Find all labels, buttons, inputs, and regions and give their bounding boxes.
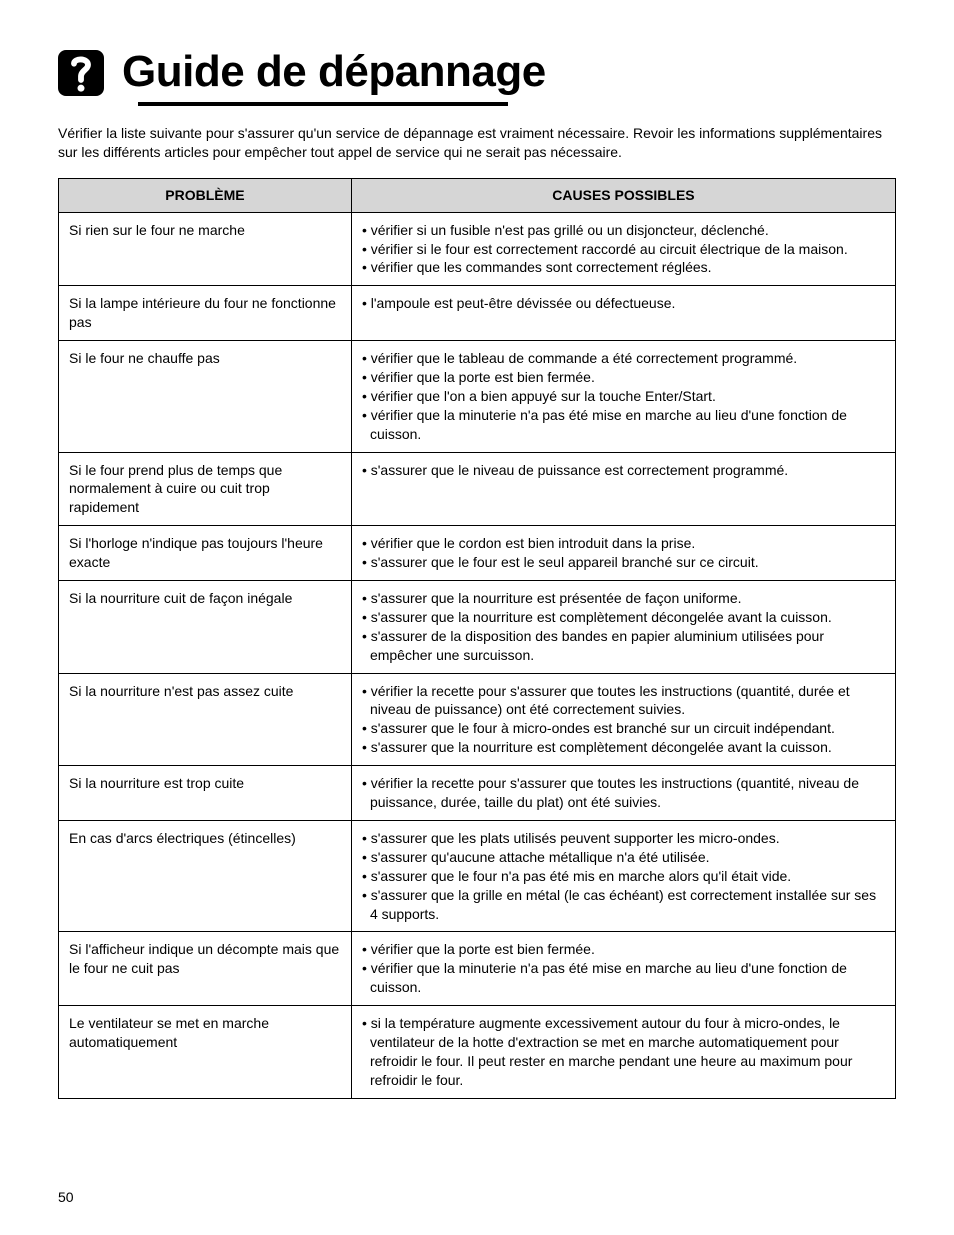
cause-item: • vérifier que la porte est bien fermée. xyxy=(362,940,885,959)
table-row: Si la nourriture cuit de façon inégale • … xyxy=(59,581,896,674)
col-header-causes: CAUSES POSSIBLES xyxy=(351,178,895,212)
table-row: Si le four ne chauffe pas • vérifier que … xyxy=(59,341,896,452)
cause-item: • s'assurer que le niveau de puissance e… xyxy=(362,461,885,480)
causes-cell: • l'ampoule est peut-être dévissée ou dé… xyxy=(351,286,895,341)
table-row: En cas d'arcs électriques (étincelles) • … xyxy=(59,820,896,931)
cause-item: • l'ampoule est peut-être dévissée ou dé… xyxy=(362,294,885,313)
cause-item: • vérifier que l'on a bien appuyé sur la… xyxy=(362,387,885,406)
causes-cell: • vérifier que la porte est bien fermée.… xyxy=(351,932,895,1006)
causes-cell: • s'assurer que les plats utilisés peuve… xyxy=(351,820,895,931)
cause-item: • vérifier si un fusible n'est pas grill… xyxy=(362,221,885,240)
cause-item: • s'assurer que la nourriture est présen… xyxy=(362,589,885,608)
troubleshooting-table: PROBLÈME CAUSES POSSIBLES Si rien sur le… xyxy=(58,178,896,1099)
cause-item: • vérifier la recette pour s'assurer que… xyxy=(362,774,885,812)
problem-cell: Si le four ne chauffe pas xyxy=(59,341,352,452)
table-row: Si le four prend plus de temps que norma… xyxy=(59,452,896,526)
table-row: Si la nourriture est trop cuite • vérifie… xyxy=(59,766,896,821)
cause-item: • vérifier que la minuterie n'a pas été … xyxy=(362,959,885,997)
col-header-problem: PROBLÈME xyxy=(59,178,352,212)
table-header-row: PROBLÈME CAUSES POSSIBLES xyxy=(59,178,896,212)
page-number: 50 xyxy=(58,1189,74,1205)
problem-cell: Si rien sur le four ne marche xyxy=(59,212,352,286)
causes-cell: • vérifier que le tableau de commande a … xyxy=(351,341,895,452)
table-row: Si rien sur le four ne marche • vérifier … xyxy=(59,212,896,286)
cause-item: • s'assurer que la nourriture est complè… xyxy=(362,738,885,757)
causes-cell: • vérifier si un fusible n'est pas grill… xyxy=(351,212,895,286)
intro-text: Vérifier la liste suivante pour s'assure… xyxy=(58,124,896,162)
cause-item: • s'assurer que la grille en métal (le c… xyxy=(362,886,885,924)
page-title: Guide de dépannage xyxy=(122,50,546,94)
cause-item: • vérifier que la minuterie n'a pas été … xyxy=(362,406,885,444)
table-row: Si la nourriture n'est pas assez cuite • … xyxy=(59,673,896,766)
table-row: Si la lampe intérieure du four ne foncti… xyxy=(59,286,896,341)
problem-cell: Si l'afficheur indique un décompte mais … xyxy=(59,932,352,1006)
problem-cell: Si la lampe intérieure du four ne foncti… xyxy=(59,286,352,341)
problem-cell: Si la nourriture cuit de façon inégale xyxy=(59,581,352,674)
causes-cell: • vérifier la recette pour s'assurer que… xyxy=(351,673,895,766)
title-underline xyxy=(138,102,508,106)
cause-item: • s'assurer que le four n'a pas été mis … xyxy=(362,867,885,886)
problem-cell: Si le four prend plus de temps que norma… xyxy=(59,452,352,526)
problem-cell: En cas d'arcs électriques (étincelles) xyxy=(59,820,352,931)
cause-item: • vérifier que la porte est bien fermée. xyxy=(362,368,885,387)
cause-item: • vérifier que le tableau de commande a … xyxy=(362,349,885,368)
table-row: Si l'afficheur indique un décompte mais … xyxy=(59,932,896,1006)
table-row: Le ventilateur se met en marche automati… xyxy=(59,1006,896,1099)
cause-item: • s'assurer de la disposition des bandes… xyxy=(362,627,885,665)
cause-item: • s'assurer qu'aucune attache métallique… xyxy=(362,848,885,867)
causes-cell: • s'assurer que la nourriture est présen… xyxy=(351,581,895,674)
question-icon xyxy=(58,50,104,96)
cause-item: • s'assurer que le four à micro-ondes es… xyxy=(362,719,885,738)
causes-cell: • vérifier que le cordon est bien introd… xyxy=(351,526,895,581)
problem-cell: Si la nourriture est trop cuite xyxy=(59,766,352,821)
cause-item: • s'assurer que les plats utilisés peuve… xyxy=(362,829,885,848)
problem-cell: Si l'horloge n'indique pas toujours l'he… xyxy=(59,526,352,581)
cause-item: • s'assurer que la nourriture est complè… xyxy=(362,608,885,627)
cause-item: • vérifier si le four est correctement r… xyxy=(362,240,885,259)
problem-cell: Si la nourriture n'est pas assez cuite xyxy=(59,673,352,766)
cause-item: • vérifier que le cordon est bien introd… xyxy=(362,534,885,553)
cause-item: • si la température augmente excessiveme… xyxy=(362,1014,885,1090)
causes-cell: • si la température augmente excessiveme… xyxy=(351,1006,895,1099)
page-header: Guide de dépannage xyxy=(58,48,896,96)
cause-item: • vérifier la recette pour s'assurer que… xyxy=(362,682,885,720)
table-row: Si l'horloge n'indique pas toujours l'he… xyxy=(59,526,896,581)
cause-item: • s'assurer que le four est le seul appa… xyxy=(362,553,885,572)
causes-cell: • vérifier la recette pour s'assurer que… xyxy=(351,766,895,821)
causes-cell: • s'assurer que le niveau de puissance e… xyxy=(351,452,895,526)
cause-item: • vérifier que les commandes sont correc… xyxy=(362,258,885,277)
problem-cell: Le ventilateur se met en marche automati… xyxy=(59,1006,352,1099)
